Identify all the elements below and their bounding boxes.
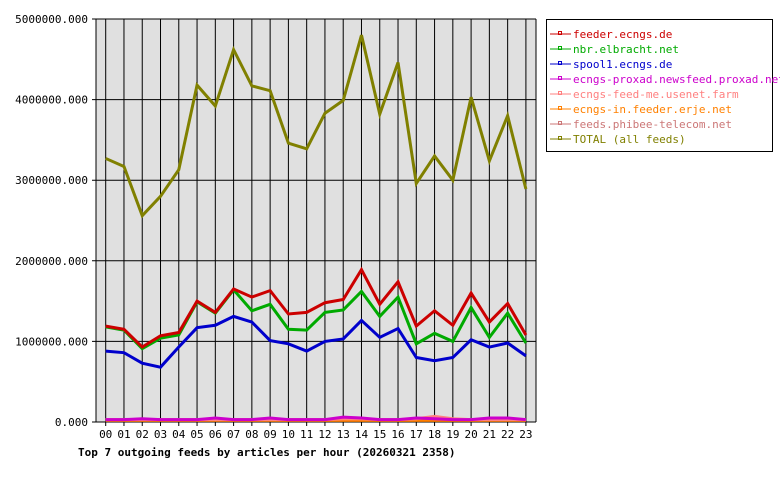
legend-marker bbox=[558, 61, 562, 65]
series-line-0 bbox=[105, 266, 528, 349]
series-line-1 bbox=[105, 287, 528, 351]
x-tick-label: 22 bbox=[501, 428, 514, 441]
x-tick-label: 08 bbox=[245, 428, 258, 441]
legend-marker bbox=[558, 76, 562, 80]
y-tick-label: 2000000.000 bbox=[15, 255, 88, 268]
legend-label: nbr.elbracht.net bbox=[573, 43, 679, 56]
y-tick-label: 5000000.000 bbox=[15, 13, 88, 26]
x-tick-label: 20 bbox=[464, 428, 477, 441]
x-tick-label: 07 bbox=[227, 428, 240, 441]
x-tick-label: 16 bbox=[391, 428, 404, 441]
x-tick-label: 01 bbox=[117, 428, 130, 441]
x-tick-label: 13 bbox=[337, 428, 350, 441]
legend-label: ecngs-in.feeder.erje.net bbox=[573, 103, 732, 116]
x-tick-label: 06 bbox=[209, 428, 222, 441]
legend-marker bbox=[558, 106, 562, 110]
legend-label: ecngs-proxad.newsfeed.proxad.net bbox=[573, 73, 780, 86]
x-tick-label: 18 bbox=[428, 428, 441, 441]
x-tick-label: 05 bbox=[190, 428, 203, 441]
chart-title: Top 7 outgoing feeds by articles per hou… bbox=[78, 446, 456, 459]
legend-label: feeds.phibee-telecom.net bbox=[573, 118, 732, 131]
x-tick-label: 00 bbox=[99, 428, 112, 441]
legend-label: spool1.ecngs.de bbox=[573, 58, 672, 71]
x-tick-label: 10 bbox=[282, 428, 295, 441]
y-tick-label: 1000000.000 bbox=[15, 335, 88, 348]
x-tick-label: 21 bbox=[483, 428, 496, 441]
legend-label: ecngs-feed-me.usenet.farm bbox=[573, 88, 739, 101]
legend-marker bbox=[558, 91, 562, 95]
x-tick-label: 02 bbox=[136, 428, 149, 441]
legend-marker bbox=[558, 136, 562, 140]
legend-marker bbox=[558, 46, 562, 50]
series-line-3 bbox=[105, 415, 527, 422]
y-tick-label: 3000000.000 bbox=[15, 174, 88, 187]
plot-background bbox=[96, 19, 536, 422]
y-tick-label: 0.000 bbox=[55, 416, 88, 429]
x-tick-label: 15 bbox=[373, 428, 386, 441]
legend-marker bbox=[558, 121, 562, 125]
series-line-2 bbox=[105, 314, 527, 369]
legend-label: TOTAL (all feeds) bbox=[573, 133, 686, 146]
x-tick-label: 09 bbox=[264, 428, 277, 441]
legend-label: feeder.ecngs.de bbox=[573, 28, 672, 41]
x-tick-label: 03 bbox=[154, 428, 167, 441]
legend-box bbox=[546, 19, 773, 152]
legend-marker bbox=[558, 31, 562, 35]
y-tick-label: 4000000.000 bbox=[15, 94, 88, 107]
series-line-7 bbox=[105, 34, 528, 219]
x-tick-label: 23 bbox=[519, 428, 532, 441]
x-tick-label: 04 bbox=[172, 428, 186, 441]
x-tick-label: 14 bbox=[355, 428, 369, 441]
x-tick-label: 12 bbox=[318, 428, 331, 441]
x-tick-label: 17 bbox=[410, 428, 423, 441]
x-tick-label: 19 bbox=[446, 428, 459, 441]
x-tick-label: 11 bbox=[300, 428, 313, 441]
